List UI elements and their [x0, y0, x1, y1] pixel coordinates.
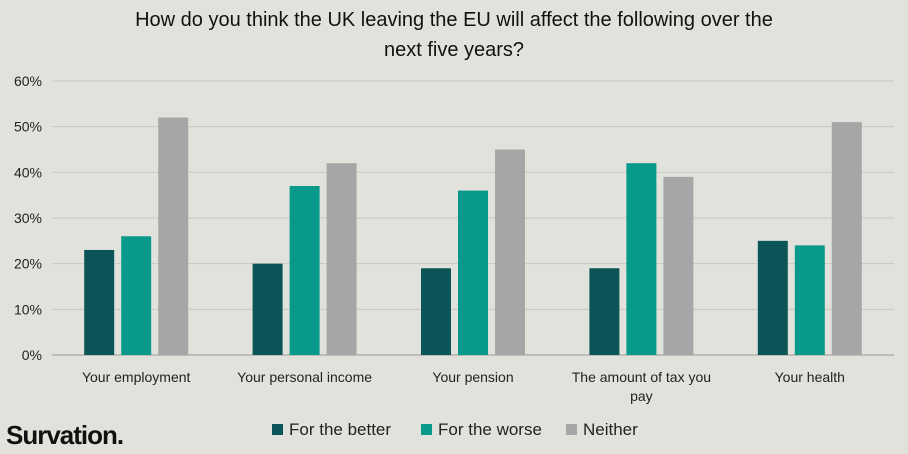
y-tick-label: 30% [14, 210, 42, 226]
y-tick-label: 0% [22, 347, 42, 363]
chart-title-line: How do you think the UK leaving the EU w… [135, 9, 773, 31]
bar [757, 240, 788, 355]
legend-swatch [566, 424, 577, 435]
y-tick-label: 20% [14, 256, 42, 272]
y-tick-label: 60% [14, 73, 42, 89]
bar [326, 163, 357, 355]
bar [121, 236, 152, 355]
bar [495, 149, 525, 355]
bar [84, 249, 115, 355]
legend-label: For the better [289, 420, 391, 439]
bar [289, 186, 320, 355]
bar [458, 190, 488, 355]
legend-swatch [421, 424, 432, 435]
bar [663, 176, 694, 355]
x-category-label: pay [630, 388, 653, 404]
legend-label: Neither [583, 420, 638, 439]
x-category-label: Your personal income [237, 369, 372, 385]
legend-swatch [272, 424, 283, 435]
x-category-label: Your pension [432, 369, 513, 385]
chart-title-line: next five years? [384, 39, 524, 61]
y-tick-label: 10% [14, 301, 42, 317]
bar [589, 268, 620, 355]
y-tick-label: 40% [14, 164, 42, 180]
bar [794, 245, 825, 355]
survation-logo: Survation. [6, 420, 124, 450]
bar [158, 117, 189, 356]
bar [252, 263, 283, 355]
legend-label: For the worse [438, 420, 542, 439]
x-category-label: Your health [775, 369, 845, 385]
bar [421, 268, 451, 355]
x-category-label: Your employment [82, 369, 191, 385]
bar [831, 122, 862, 355]
x-category-label: The amount of tax you [572, 369, 711, 385]
y-tick-label: 50% [14, 119, 42, 135]
bar [626, 163, 657, 355]
